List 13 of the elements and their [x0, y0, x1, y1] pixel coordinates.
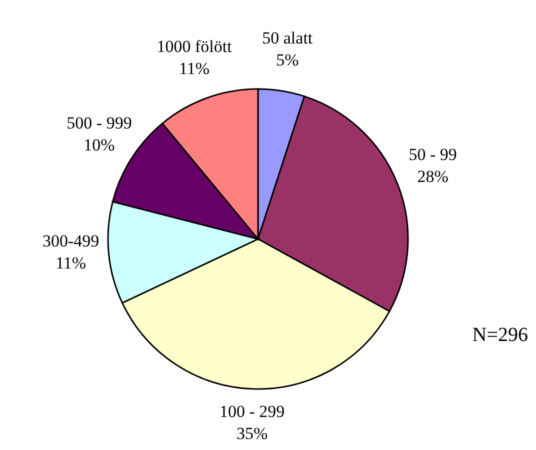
data-label: 10% — [84, 135, 115, 154]
data-label: 11% — [56, 254, 86, 273]
data-label: 11% — [179, 59, 210, 78]
slice-label: 50 alatt — [262, 28, 313, 48]
slice-label: 500 - 999 — [66, 113, 132, 132]
slice-label: 50 - 99 — [408, 144, 457, 164]
data-label: 28% — [417, 166, 448, 186]
slice-label: 1000 fölött — [156, 37, 232, 56]
text: N=296 — [472, 324, 528, 347]
slice-label: 300-499 — [42, 232, 100, 251]
data-label: 35% — [236, 424, 268, 443]
slice-label: 100 - 299 — [220, 402, 285, 421]
data-label: 5% — [276, 50, 299, 70]
